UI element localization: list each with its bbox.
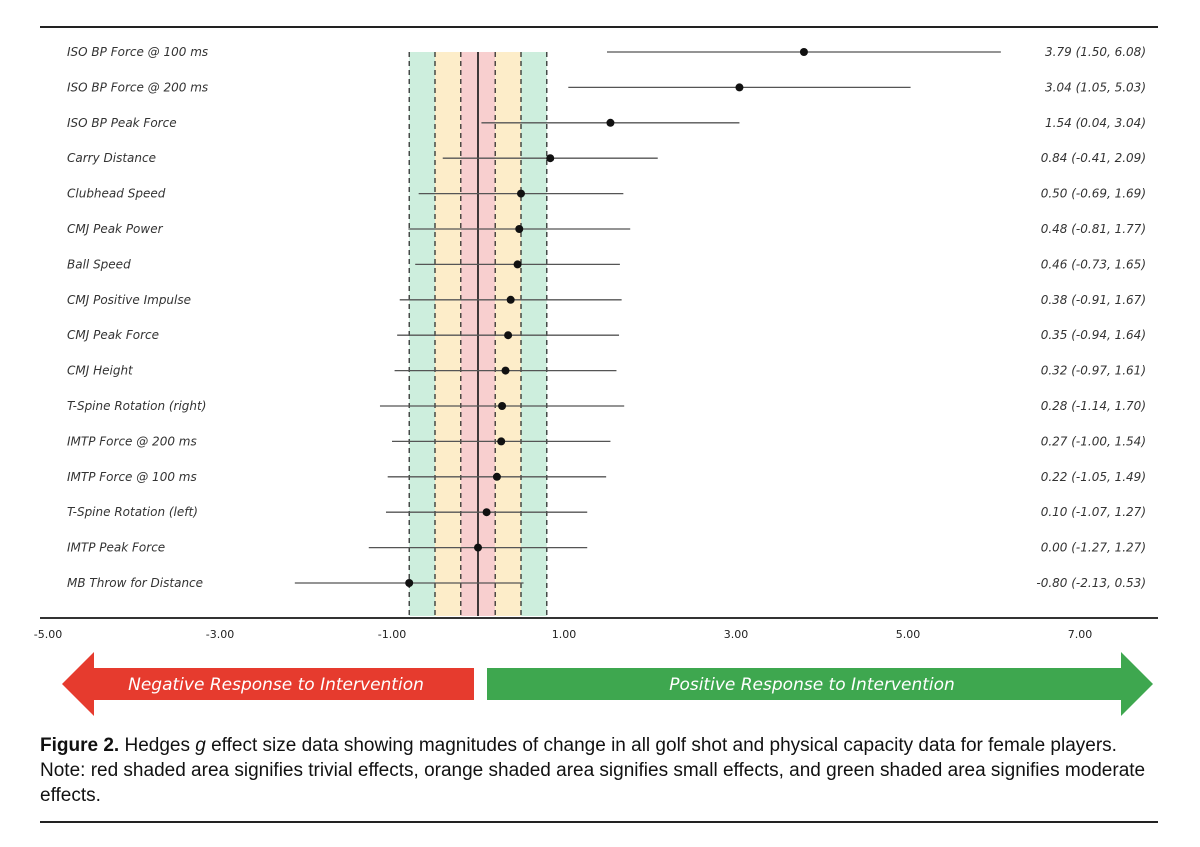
forest-row: ISO BP Force @ 200 ms 3.04 (1.05, 5.03)	[67, 80, 1146, 94]
row-label: ISO BP Force @ 200 ms	[67, 80, 208, 94]
positive-response-arrow	[487, 652, 1153, 716]
forest-row: T-Spine Rotation (right) 0.28 (-1.14, 1.7…	[67, 399, 1146, 413]
bottom-rule	[40, 821, 1158, 823]
reference-lines	[408, 52, 548, 616]
row-label: Clubhead Speed	[67, 187, 166, 201]
row-value: 0.38 (-0.91, 1.67)	[1041, 293, 1146, 307]
row-value: 0.35 (-0.94, 1.64)	[1041, 328, 1146, 342]
row-label: CMJ Peak Power	[67, 222, 164, 236]
row-value: 0.50 (-0.69, 1.69)	[1041, 187, 1146, 201]
x-axis: -5.00 -3.00 -1.00 1.00 3.00 5.00 7.00	[34, 617, 1158, 641]
row-value: 0.22 (-1.05, 1.49)	[1041, 470, 1146, 484]
row-value: 0.28 (-1.14, 1.70)	[1041, 399, 1146, 413]
point-estimate	[492, 472, 501, 481]
row-label: CMJ Peak Force	[67, 328, 159, 342]
point-estimate	[405, 579, 414, 587]
row-value: 3.04 (1.05, 5.03)	[1045, 80, 1146, 94]
effect-zones	[409, 52, 547, 616]
forest-row: CMJ Peak Force 0.35 (-0.94, 1.64)	[67, 328, 1146, 342]
x-tick-label: 1.00	[552, 628, 577, 641]
forest-row: Carry Distance 0.84 (-0.41, 2.09)	[67, 151, 1146, 165]
forest-row: IMTP Force @ 200 ms 0.27 (-1.00, 1.54)	[67, 434, 1146, 448]
x-tick-label: 5.00	[896, 628, 921, 641]
point-estimate	[546, 154, 555, 163]
row-value: -0.80 (-2.13, 0.53)	[1036, 576, 1146, 590]
row-label: CMJ Positive Impulse	[67, 293, 191, 307]
point-estimate	[506, 295, 515, 304]
figure-caption: Figure 2. Hedges g effect size data show…	[40, 733, 1160, 808]
forest-row: T-Spine Rotation (left) 0.10 (-1.07, 1.27…	[67, 505, 1146, 519]
row-label: ISO BP Peak Force	[67, 116, 177, 130]
zone-moderate-0	[409, 52, 435, 616]
row-label: IMTP Force @ 100 ms	[67, 470, 197, 484]
row-label: ISO BP Force @ 100 ms	[67, 45, 208, 59]
row-value: 0.00 (-1.27, 1.27)	[1041, 541, 1146, 555]
positive-response-label: Positive Response to Intervention	[669, 675, 955, 695]
row-label: IMTP Force @ 200 ms	[67, 434, 197, 448]
caption-g-symbol: g	[195, 735, 206, 756]
row-label: Ball Speed	[67, 257, 131, 271]
forest-row: MB Throw for Distance -0.80 (-2.13, 0.53)	[67, 576, 1146, 590]
row-value: 0.32 (-0.97, 1.61)	[1041, 364, 1146, 378]
row-value: 0.10 (-1.07, 1.27)	[1041, 505, 1146, 519]
row-label: T-Spine Rotation (left)	[67, 505, 198, 519]
forest-row: ISO BP Peak Force 1.54 (0.04, 3.04)	[67, 116, 1146, 130]
row-value: 3.79 (1.50, 6.08)	[1045, 45, 1146, 59]
point-estimate	[501, 366, 510, 375]
point-estimate	[513, 260, 522, 269]
top-rule	[40, 26, 1158, 28]
point-estimate	[517, 189, 525, 198]
row-label: CMJ Height	[67, 364, 134, 378]
point-estimate	[474, 543, 482, 552]
x-tick-label: 3.00	[724, 628, 749, 641]
caption-text-before: Hedges	[124, 735, 190, 756]
point-estimate	[482, 508, 491, 517]
row-value: 1.54 (0.04, 3.04)	[1045, 116, 1146, 130]
x-tick-label: -3.00	[206, 628, 234, 641]
forest-rows: ISO BP Force @ 100 ms 3.79 (1.50, 6.08)IS…	[67, 45, 1146, 590]
forest-row: CMJ Height 0.32 (-0.97, 1.61)	[67, 364, 1146, 378]
x-tick-label: 7.00	[1068, 628, 1093, 641]
row-value: 0.46 (-0.73, 1.65)	[1041, 257, 1146, 271]
x-tick-label: -5.00	[34, 628, 62, 641]
row-label: MB Throw for Distance	[67, 576, 203, 590]
row-label: IMTP Peak Force	[67, 541, 165, 555]
forest-row: IMTP Peak Force 0.00 (-1.27, 1.27)	[67, 541, 1146, 555]
point-estimate	[515, 225, 524, 233]
forest-row: ISO BP Force @ 100 ms 3.79 (1.50, 6.08)	[67, 45, 1146, 59]
point-estimate	[606, 118, 615, 127]
caption-text-after: effect size data showing magnitudes of c…	[40, 735, 1146, 806]
forest-row: Ball Speed 0.46 (-0.73, 1.65)	[67, 257, 1146, 271]
row-label: Carry Distance	[67, 151, 156, 165]
zone-small-1	[435, 52, 461, 616]
row-value: 0.27 (-1.00, 1.54)	[1041, 434, 1146, 448]
point-estimate	[735, 83, 744, 92]
forest-plot: ISO BP Force @ 100 ms 3.79 (1.50, 6.08)IS…	[34, 45, 1158, 716]
point-estimate	[799, 48, 808, 56]
x-tick-label: -1.00	[378, 628, 406, 641]
negative-response-arrow	[62, 652, 474, 716]
forest-row: IMTP Force @ 100 ms 0.22 (-1.05, 1.49)	[67, 470, 1146, 484]
caption-figure-label: Figure 2.	[40, 735, 120, 756]
point-estimate	[497, 437, 506, 446]
response-arrows: Negative Response to Intervention Positiv…	[62, 652, 1153, 716]
forest-row: Clubhead Speed 0.50 (-0.69, 1.69)	[67, 187, 1146, 201]
row-label: T-Spine Rotation (right)	[67, 399, 206, 413]
row-value: 0.48 (-0.81, 1.77)	[1041, 222, 1146, 236]
zone-moderate-4	[521, 52, 547, 616]
point-estimate	[498, 402, 507, 410]
negative-response-label: Negative Response to Intervention	[128, 675, 424, 695]
row-value: 0.84 (-0.41, 2.09)	[1041, 151, 1146, 165]
forest-row: CMJ Peak Power 0.48 (-0.81, 1.77)	[67, 222, 1146, 236]
forest-row: CMJ Positive Impulse 0.38 (-0.91, 1.67)	[67, 293, 1146, 307]
point-estimate	[504, 331, 513, 340]
